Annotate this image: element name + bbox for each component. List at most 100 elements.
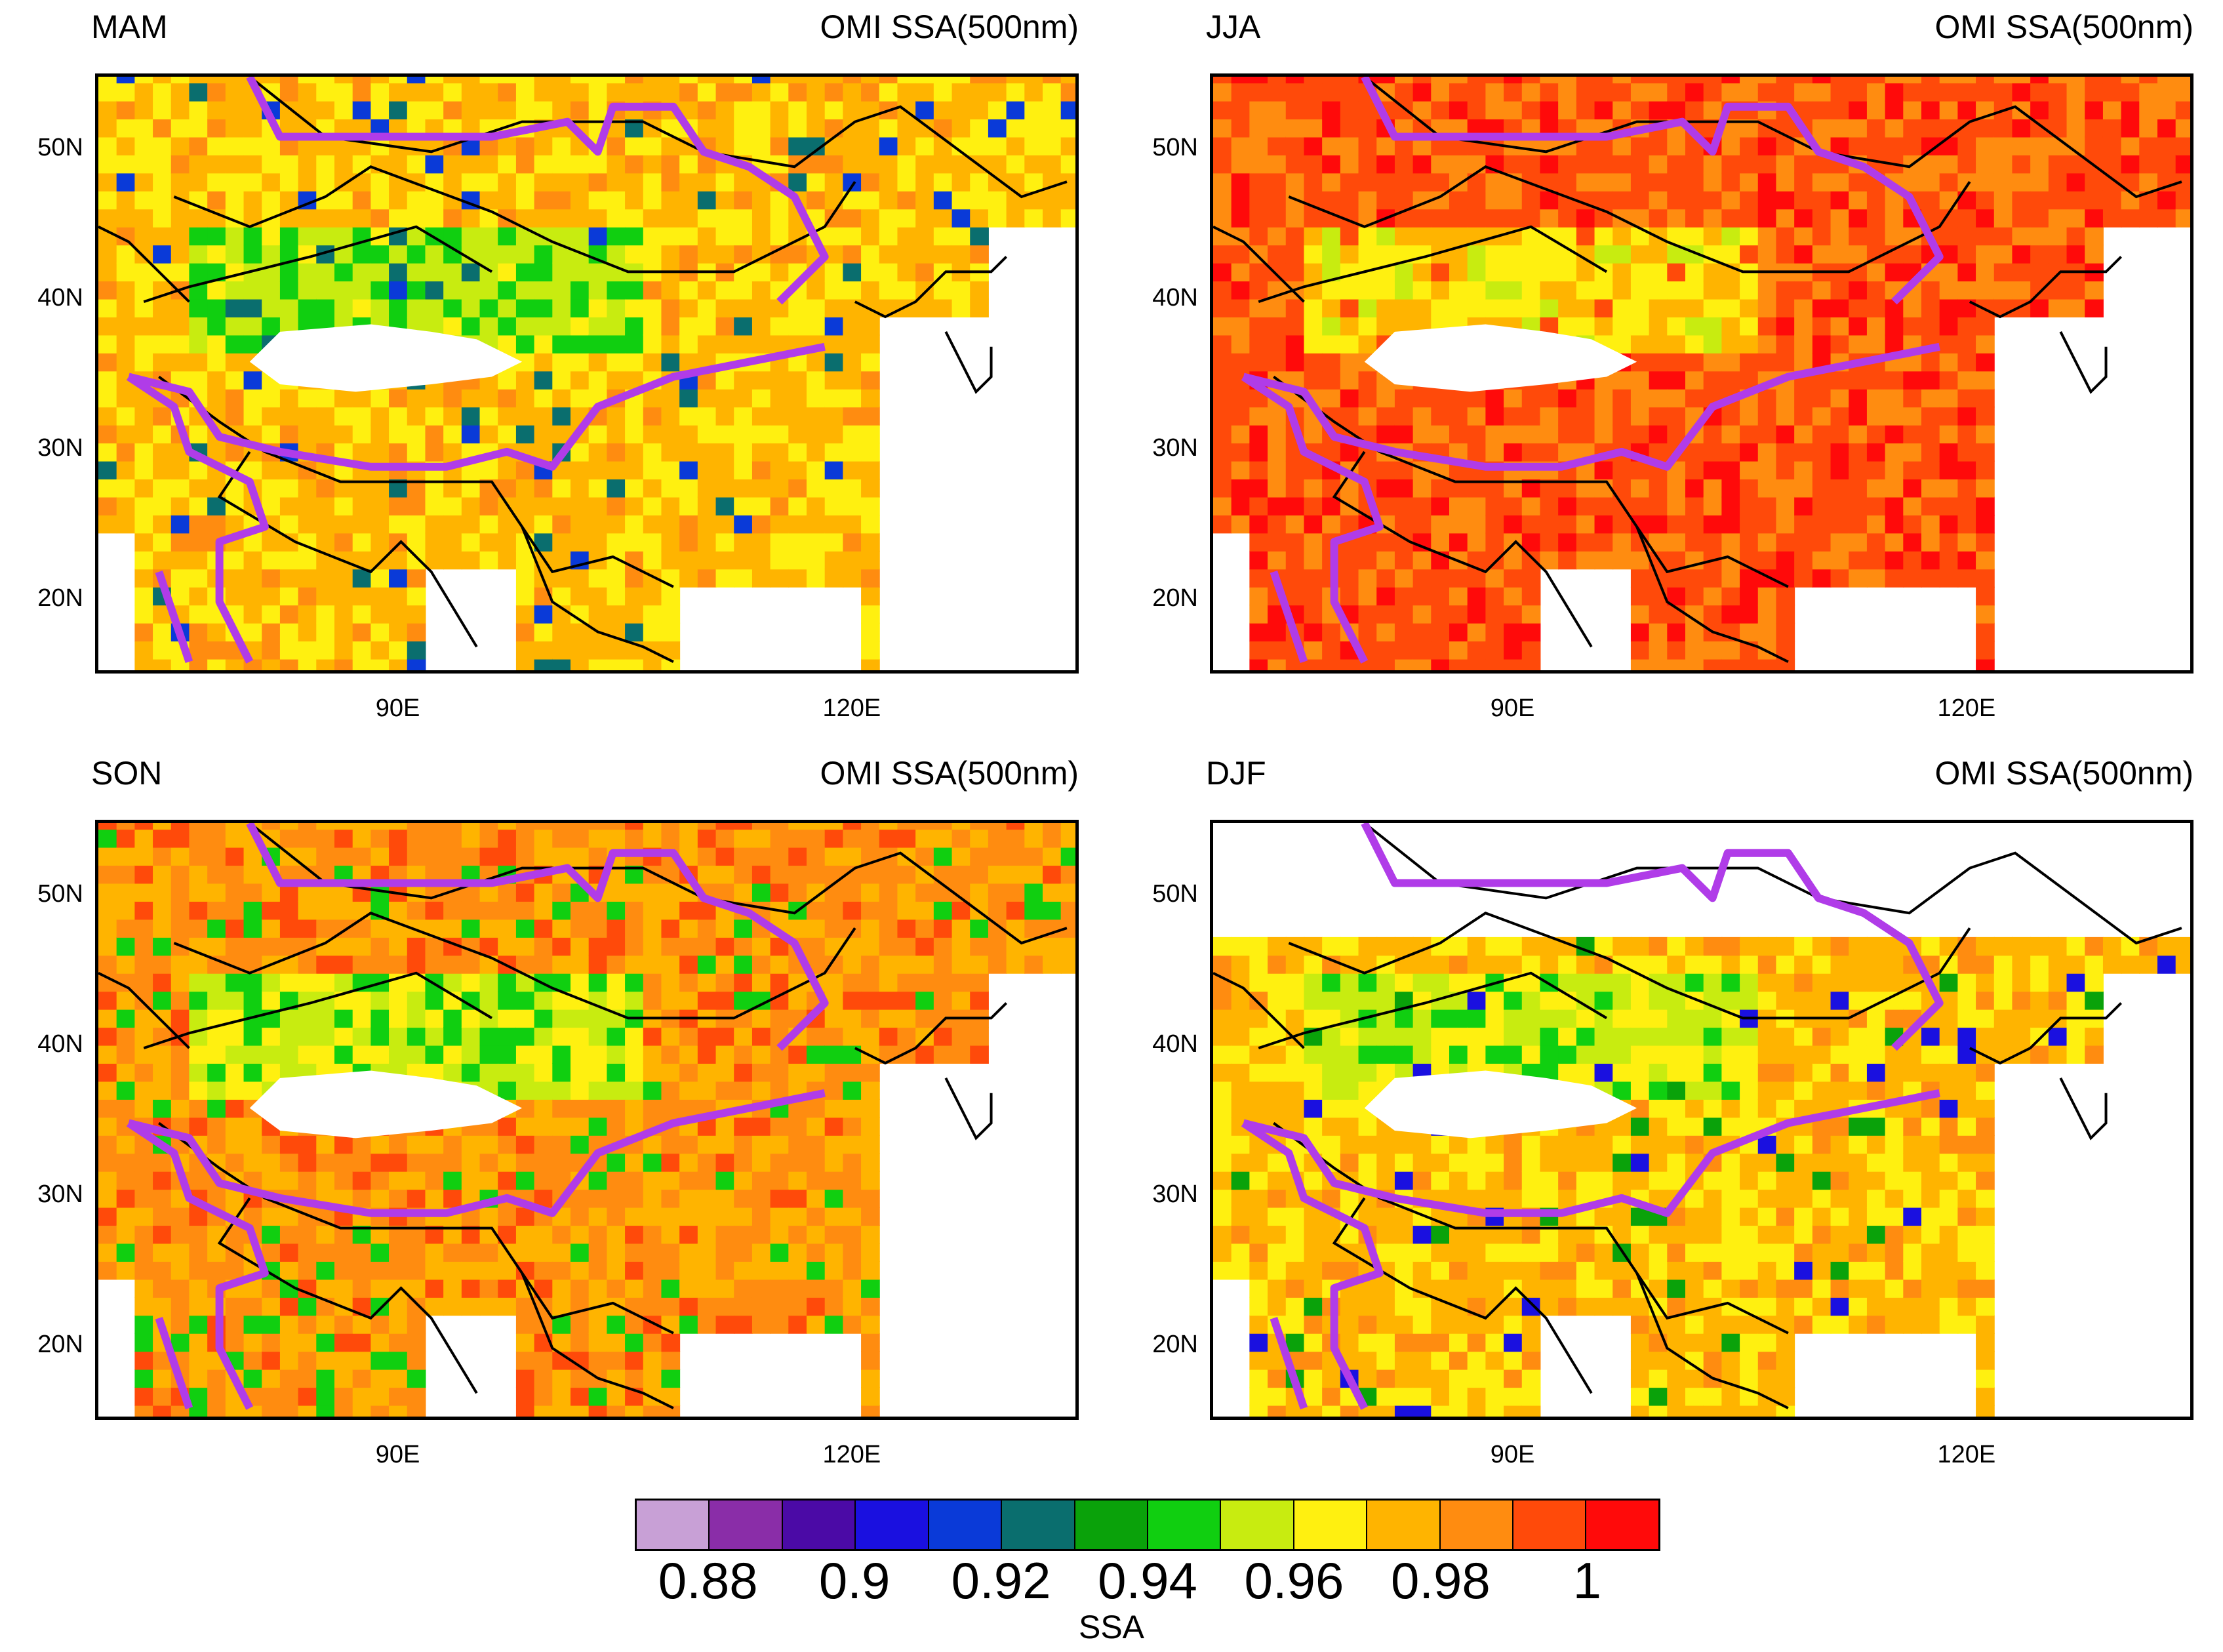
ssa-cell — [824, 1063, 844, 1082]
ssa-cell — [407, 1027, 426, 1046]
ssa-cell — [1024, 955, 1043, 974]
ssa-cell — [1268, 937, 1287, 956]
ssa-cell — [153, 443, 172, 462]
ssa-cell — [571, 1405, 590, 1417]
ssa-cell — [1304, 245, 1323, 264]
ssa-cell — [1521, 209, 1541, 228]
ssa-cell — [1740, 479, 1759, 498]
ssa-cell — [443, 919, 462, 938]
ssa-cell — [679, 937, 698, 956]
ssa-cell — [734, 533, 753, 552]
ssa-cell — [679, 550, 698, 570]
ssa-cell — [843, 1045, 862, 1064]
ssa-cell — [1903, 424, 1922, 444]
ssa-cell — [861, 550, 880, 570]
ssa-cell — [153, 119, 172, 138]
ssa-cell — [170, 1081, 190, 1100]
ssa-cell — [807, 190, 826, 210]
ssa-cell — [1976, 172, 1995, 191]
ssa-cell — [697, 226, 717, 246]
ssa-cell — [1939, 136, 1959, 155]
ssa-cell — [279, 1225, 299, 1244]
ssa-cell — [1376, 1279, 1395, 1298]
ssa-cell — [134, 83, 154, 102]
ssa-cell — [2175, 136, 2190, 155]
ssa-cell — [461, 317, 481, 336]
ssa-cell — [1685, 172, 1704, 191]
ssa-cell — [1249, 119, 1269, 138]
ssa-cell — [389, 77, 408, 84]
ssa-cell — [153, 865, 172, 884]
ssa-cell — [751, 83, 771, 102]
ssa-cell — [207, 1027, 226, 1046]
ssa-cell — [370, 1405, 390, 1417]
ssa-cell — [116, 1045, 136, 1064]
ssa-cell — [2139, 77, 2158, 84]
ssa-cell — [788, 550, 807, 570]
ssa-cell — [498, 317, 517, 336]
ssa-cell — [98, 226, 117, 246]
ssa-cell — [370, 190, 390, 210]
ssa-cell — [498, 407, 517, 426]
ssa-cell — [515, 991, 535, 1010]
ssa-cell — [1957, 334, 1977, 353]
ssa-cell — [389, 298, 408, 317]
ssa-cell — [2012, 209, 2032, 228]
ssa-cell — [1249, 973, 1269, 992]
ssa-cell — [1024, 823, 1043, 830]
ssa-cell — [2139, 83, 2158, 102]
ssa-cell — [515, 77, 535, 84]
ssa-cell — [425, 533, 445, 552]
ssa-cell — [425, 281, 445, 300]
ssa-cell — [1340, 550, 1359, 570]
country-border — [1635, 526, 1789, 663]
ssa-cell — [1649, 496, 1668, 515]
ssa-cell — [425, 1279, 445, 1298]
ssa-cell — [1043, 829, 1062, 848]
ssa-cell — [1340, 317, 1359, 336]
ssa-cell — [279, 900, 299, 920]
season-label: SON — [91, 755, 163, 792]
ssa-cell — [1249, 641, 1269, 660]
ssa-cell — [1376, 1063, 1395, 1082]
ssa-cell — [515, 605, 535, 624]
ssa-cell — [1993, 119, 2013, 138]
ssa-cell — [1213, 424, 1232, 444]
ssa-cell — [1794, 550, 1813, 570]
ssa-cell — [588, 1351, 608, 1370]
ssa-cell — [153, 937, 172, 956]
ssa-cell — [479, 154, 499, 174]
ssa-cell — [243, 1333, 263, 1352]
ssa-cell — [1504, 77, 1523, 84]
ssa-cell — [588, 919, 608, 938]
ssa-cell — [843, 460, 862, 480]
ssa-cell — [734, 136, 753, 155]
ssa-cell — [352, 100, 372, 120]
ssa-cell — [552, 334, 571, 353]
ssa-cell — [571, 1225, 590, 1244]
ssa-cell — [1721, 658, 1741, 670]
ssa-cell — [625, 1369, 644, 1388]
ssa-cell — [370, 1387, 390, 1406]
ssa-cell — [788, 1260, 807, 1280]
ssa-cell — [407, 605, 426, 624]
ssa-cell — [643, 77, 662, 84]
ssa-cell — [461, 514, 481, 534]
ssa-cell — [1431, 955, 1450, 974]
ssa-cell — [625, 1279, 644, 1298]
ssa-cell — [262, 658, 281, 670]
ssa-cell — [1667, 533, 1686, 552]
ssa-cell — [352, 1189, 372, 1208]
ssa-cell — [1431, 496, 1450, 515]
ssa-cell — [824, 298, 844, 317]
ssa-cell — [370, 1153, 390, 1172]
ssa-cell — [316, 209, 335, 228]
ssa-cell — [316, 919, 335, 938]
ssa-cell — [1521, 496, 1541, 515]
ssa-cell — [134, 1153, 154, 1172]
ssa-cell — [1431, 226, 1450, 246]
ssa-cell — [1449, 262, 1468, 282]
ssa-cell — [1467, 190, 1487, 210]
ssa-cell — [1412, 586, 1432, 606]
ssa-cell — [1249, 991, 1269, 1010]
